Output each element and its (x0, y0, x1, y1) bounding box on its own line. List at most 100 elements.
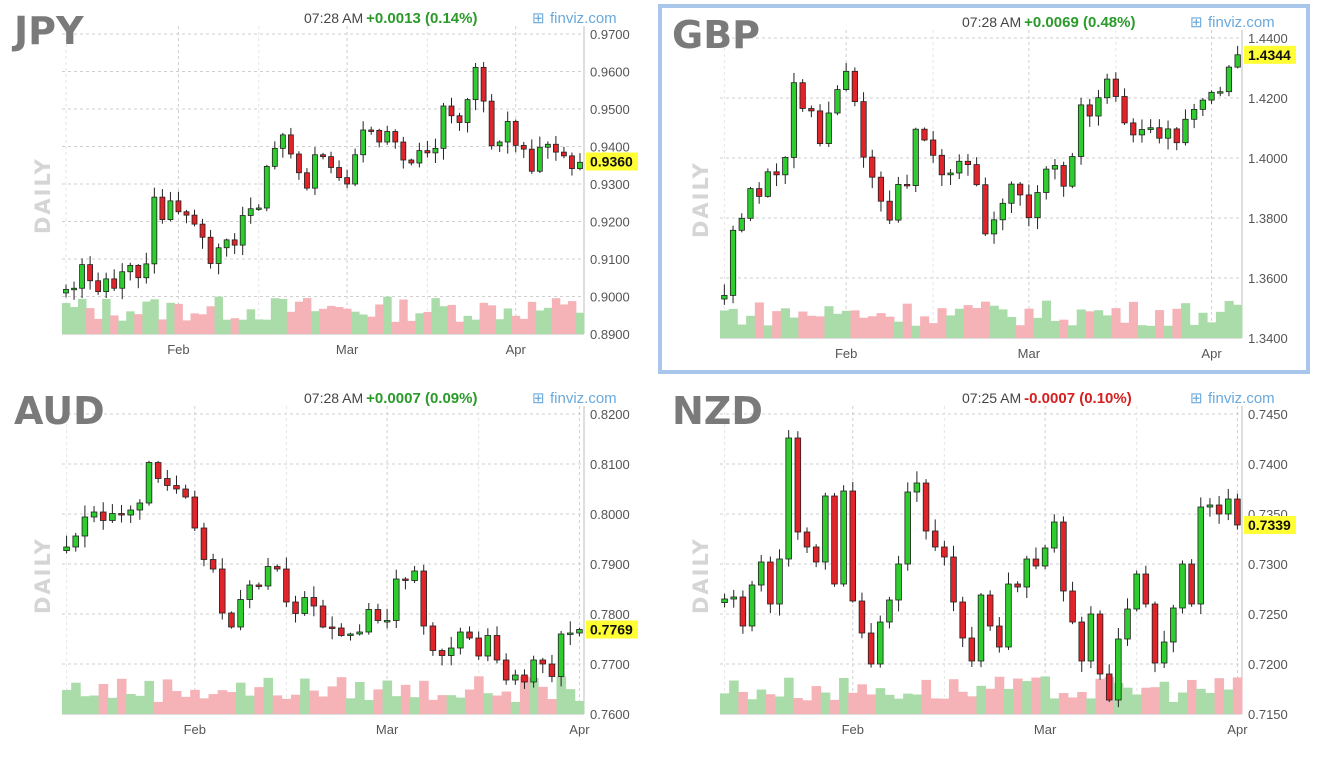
candle-body (119, 271, 126, 289)
volume-bar (62, 689, 72, 714)
volume-bar (423, 311, 432, 334)
volume-bar (107, 697, 118, 714)
candle-body (365, 609, 373, 633)
volume-bar (62, 303, 71, 334)
volume-bar (754, 302, 764, 338)
volume-bar (230, 318, 240, 334)
volume-bar (876, 313, 886, 338)
volume-bar (142, 301, 151, 334)
volume-bar (1146, 325, 1156, 338)
volume-bar (94, 318, 103, 334)
period-label: DAILY (689, 537, 713, 614)
month-labels: Feb Mar Apr (184, 722, 591, 737)
candle-body (1086, 104, 1093, 117)
volume-bar (190, 689, 200, 714)
month-label: Mar (1018, 346, 1041, 361)
volume-bar (793, 698, 803, 714)
volume-bar (839, 677, 849, 714)
candle-body (472, 66, 479, 101)
volume-bar (746, 315, 756, 338)
chart-panel-aud[interactable]: AUD DAILY 0.8200 0.8100 0.8000 0.7900 0.7800 0.… (4, 384, 652, 756)
candle-body (374, 609, 382, 621)
candle-body (959, 601, 966, 639)
finviz-logo-icon: ⊞ (532, 10, 545, 27)
volume-bar (455, 321, 464, 334)
candle-body (175, 200, 182, 213)
price-ticks: 0.8200 0.8100 0.8000 0.7900 0.7800 0.7700 0.76… (590, 407, 630, 722)
candle-body (1051, 521, 1058, 549)
candle-body (738, 217, 745, 231)
volume-bar (967, 696, 977, 714)
candle-body (996, 625, 1003, 648)
volume-bar (134, 314, 143, 334)
volume-bar (559, 304, 569, 334)
volume-bar (309, 690, 319, 714)
volume-bar (728, 308, 738, 338)
candle-body (536, 146, 543, 172)
candle-body (376, 129, 383, 143)
volume-bar (226, 691, 237, 714)
volume-bar (1120, 322, 1130, 338)
candle-body (383, 620, 391, 623)
volume-bar (447, 304, 456, 334)
volume-bar (318, 308, 328, 334)
volume-bar (98, 683, 109, 714)
volume-bar (1058, 693, 1069, 714)
candle-body (577, 161, 583, 170)
chart-panel-gbp[interactable]: GBP DAILY 1.4400 1.4200 1.4000 1.3800 1.3600 1.… (658, 4, 1310, 374)
candle-body (304, 172, 310, 189)
volume-bar (71, 682, 81, 714)
volume-bar (998, 309, 1008, 338)
candle-body (512, 674, 519, 681)
chart-panel-jpy[interactable]: JPY DAILY 0.9700 0.9600 0.9500 0.9400 0.9300 0.… (4, 4, 652, 376)
month-label: Apr (569, 722, 590, 737)
candle-body (1173, 128, 1180, 144)
finviz-logo-icon: ⊞ (532, 390, 545, 407)
brand-label: finviz.com (1208, 390, 1275, 407)
volume-bar (302, 298, 312, 334)
volume-bar (135, 695, 145, 714)
chart-header: 07:28 AM +0.0013 (0.14%) (304, 10, 477, 27)
volume-bar (567, 301, 577, 334)
volume-bar (1155, 310, 1165, 338)
volume-bar (1181, 303, 1191, 338)
candle-body (858, 600, 866, 634)
volume-bars (720, 676, 1243, 714)
candle-body (71, 287, 77, 291)
volume-bar (551, 298, 561, 334)
volume-bar (263, 677, 274, 714)
candle-body (539, 659, 547, 665)
candle-body (790, 82, 798, 158)
candle-body (1199, 99, 1206, 110)
chart-svg-nzd: NZDDAILY0.74500.74000.73500.73000.72500.… (672, 389, 1296, 737)
volume-bar (262, 319, 272, 334)
candle-body (279, 134, 286, 149)
month-label: Feb (842, 722, 864, 737)
candle-body (528, 148, 535, 172)
candle-body (867, 632, 875, 665)
volume-bar (501, 691, 512, 714)
candle-body (344, 177, 350, 185)
candle-body (1008, 183, 1015, 204)
candle-body (154, 462, 162, 479)
candle-body (990, 219, 998, 235)
volume-bar (437, 695, 448, 714)
symbol-label: JPY (11, 9, 84, 53)
last-price-badge (1244, 45, 1296, 64)
candle-body (95, 280, 102, 293)
price-tick-label: 0.7300 (1248, 557, 1288, 572)
candle-body (1215, 504, 1223, 515)
candle-body (215, 247, 222, 264)
chart-svg-aud: AUDDAILY0.82000.81000.80000.79000.78000.… (14, 389, 638, 737)
chart-header: 07:28 AM +0.0069 (0.48%) (962, 14, 1135, 31)
volume-bar (774, 696, 785, 714)
volume-bar (150, 299, 159, 334)
volume-bar (1059, 319, 1069, 338)
price-tick-label: 1.4400 (1248, 31, 1288, 46)
candle-body (840, 490, 847, 585)
candle-body (246, 584, 253, 600)
chart-panel-nzd[interactable]: NZD DAILY 0.7450 0.7400 0.7350 0.7300 0.7250 0.… (662, 384, 1310, 756)
volume-bar (981, 301, 991, 338)
candle-body (448, 105, 455, 117)
candle-body (904, 491, 911, 565)
